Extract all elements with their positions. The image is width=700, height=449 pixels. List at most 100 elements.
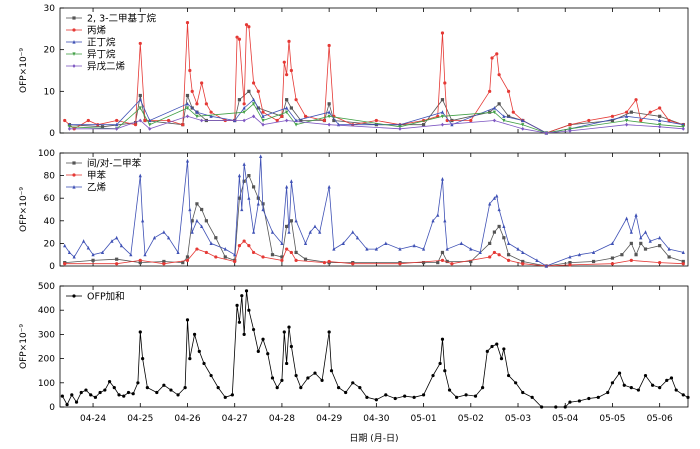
data-point [237, 37, 242, 41]
data-point [514, 381, 518, 385]
data-point [544, 131, 548, 135]
legend-entry: 丙烯 [66, 25, 107, 37]
data-point [327, 122, 331, 127]
data-point [261, 207, 265, 212]
data-point [247, 174, 251, 178]
data-point [289, 68, 293, 73]
x-tick-label: 04-30 [363, 414, 389, 424]
legend-label: 间/对-二甲苯 [87, 158, 142, 170]
data-point [440, 250, 445, 255]
data-point [280, 258, 284, 262]
data-point [289, 344, 293, 349]
data-point [138, 97, 142, 102]
data-point [658, 386, 662, 390]
x-tick-label: 05-06 [647, 414, 673, 424]
data-point [285, 98, 289, 102]
data-point [280, 255, 284, 259]
data-point [138, 258, 142, 262]
data-point [299, 118, 303, 123]
data-point [204, 102, 208, 106]
y-tick-label: 30 [44, 4, 56, 14]
data-point [294, 373, 298, 378]
x-tick-label: 05-02 [458, 414, 484, 424]
data-point [233, 252, 237, 257]
data-point [421, 123, 426, 127]
data-point [306, 376, 310, 380]
data-point [185, 158, 190, 163]
data-point [365, 247, 369, 251]
data-point [436, 261, 440, 265]
data-point [384, 393, 388, 397]
data-point [200, 118, 204, 123]
legend-label: 异丁烷 [87, 49, 116, 61]
data-point [521, 123, 525, 127]
legend-marker [72, 294, 76, 298]
data-point [596, 395, 600, 399]
x-tick-label: 05-04 [552, 414, 578, 424]
data-point [185, 106, 190, 110]
data-point [74, 400, 79, 404]
legend-label: 甲苯 [87, 170, 107, 182]
data-point [261, 114, 265, 118]
data-point [167, 118, 171, 123]
data-point [209, 114, 213, 118]
data-point [639, 235, 643, 240]
data-point [521, 250, 525, 255]
data-point [506, 241, 511, 245]
data-point [587, 396, 591, 401]
data-point [431, 218, 435, 223]
data-point [209, 241, 213, 245]
data-point [115, 257, 119, 261]
data-point [374, 118, 378, 123]
data-point [521, 262, 525, 266]
data-point [341, 241, 345, 245]
data-point [488, 255, 492, 259]
data-point [251, 114, 256, 119]
data-point [223, 395, 227, 399]
series-line [69, 98, 684, 134]
data-point [497, 224, 501, 229]
data-point [497, 102, 501, 106]
data-point [282, 330, 286, 334]
data-point [669, 376, 674, 380]
data-point [490, 344, 494, 349]
data-point [60, 394, 64, 398]
data-point [143, 252, 147, 257]
data-point [488, 201, 492, 206]
data-point [195, 247, 199, 251]
y-axis-title: OFP×10⁻⁹ [19, 48, 29, 93]
data-point [294, 258, 298, 262]
data-point [280, 378, 284, 382]
legend-entry: 甲苯 [66, 170, 107, 182]
data-point [195, 202, 199, 206]
data-point [285, 184, 289, 189]
data-point [247, 89, 251, 93]
data-point [115, 262, 119, 266]
legend-label: 乙烯 [87, 182, 107, 194]
data-point [266, 352, 270, 356]
data-point [181, 123, 185, 127]
data-point [492, 110, 497, 115]
series-1-0 [63, 174, 685, 268]
series-0-0 [67, 89, 685, 135]
data-point [327, 43, 331, 48]
data-point [674, 388, 678, 392]
data-point [98, 390, 102, 395]
data-point [190, 230, 194, 234]
legend-label: 2, 3-二甲基丁烷 [87, 13, 157, 25]
data-point [251, 230, 256, 234]
data-point [282, 60, 286, 64]
data-point [658, 114, 662, 118]
data-point [639, 118, 643, 123]
data-point [606, 390, 610, 395]
data-point [214, 236, 218, 240]
series-1-1 [63, 239, 685, 268]
data-point [398, 126, 402, 131]
data-point [303, 241, 308, 245]
data-point [634, 98, 638, 102]
data-point [469, 118, 473, 123]
y-tick-label: 400 [38, 306, 55, 316]
data-point [648, 110, 652, 114]
data-point [431, 373, 435, 378]
y-tick-label: 80 [44, 172, 56, 182]
